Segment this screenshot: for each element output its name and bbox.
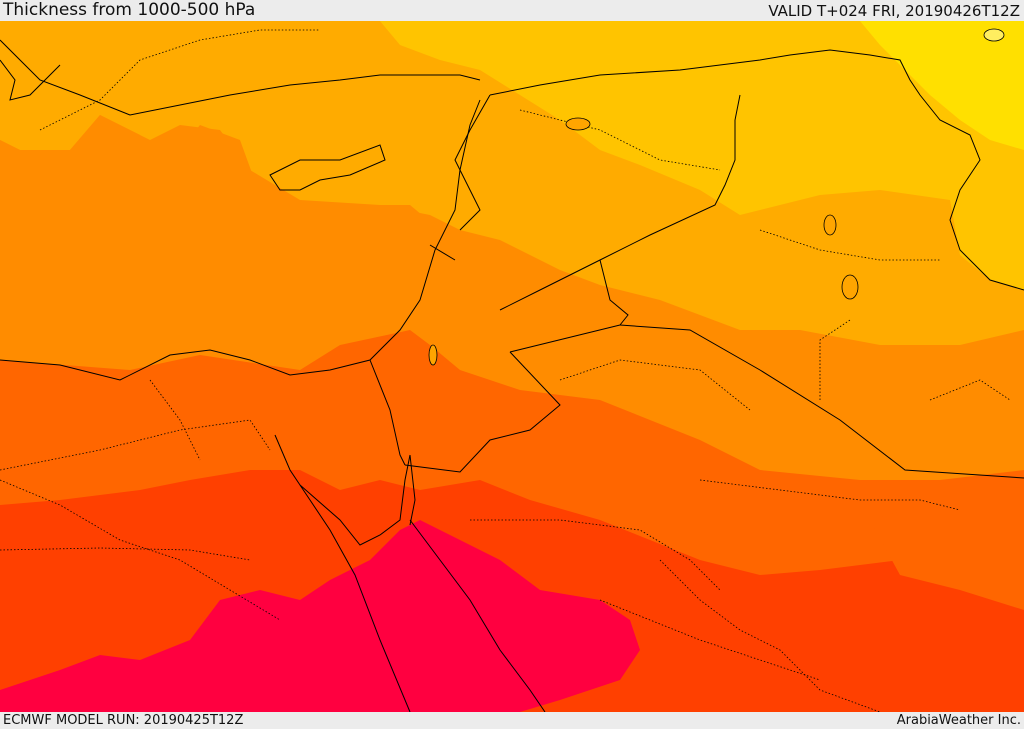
country-borders <box>369 49 1024 479</box>
lakes <box>428 28 1005 366</box>
coastlines <box>0 39 546 712</box>
thickness-map[interactable] <box>0 21 1024 712</box>
map-title: Thickness from 1000-500 hPa <box>3 0 256 20</box>
credit-label: ArabiaWeather Inc. <box>896 713 1021 728</box>
band-crimson <box>0 520 640 712</box>
band-dark-orange-east <box>870 500 1024 610</box>
band-orange-west <box>0 115 440 370</box>
header-bar: Thickness from 1000-500 hPa VALID T+024 … <box>0 0 1024 21</box>
band-gold <box>380 21 1024 290</box>
footer-bar: ECMWF MODEL RUN: 20190425T12Z ArabiaWeat… <box>0 712 1024 729</box>
model-run-label: ECMWF MODEL RUN: 20190425T12Z <box>3 713 244 728</box>
admin-boundaries <box>0 29 1011 712</box>
valid-time: VALID T+024 FRI, 20190426T12Z <box>768 2 1020 20</box>
band-yellow <box>860 21 1024 150</box>
